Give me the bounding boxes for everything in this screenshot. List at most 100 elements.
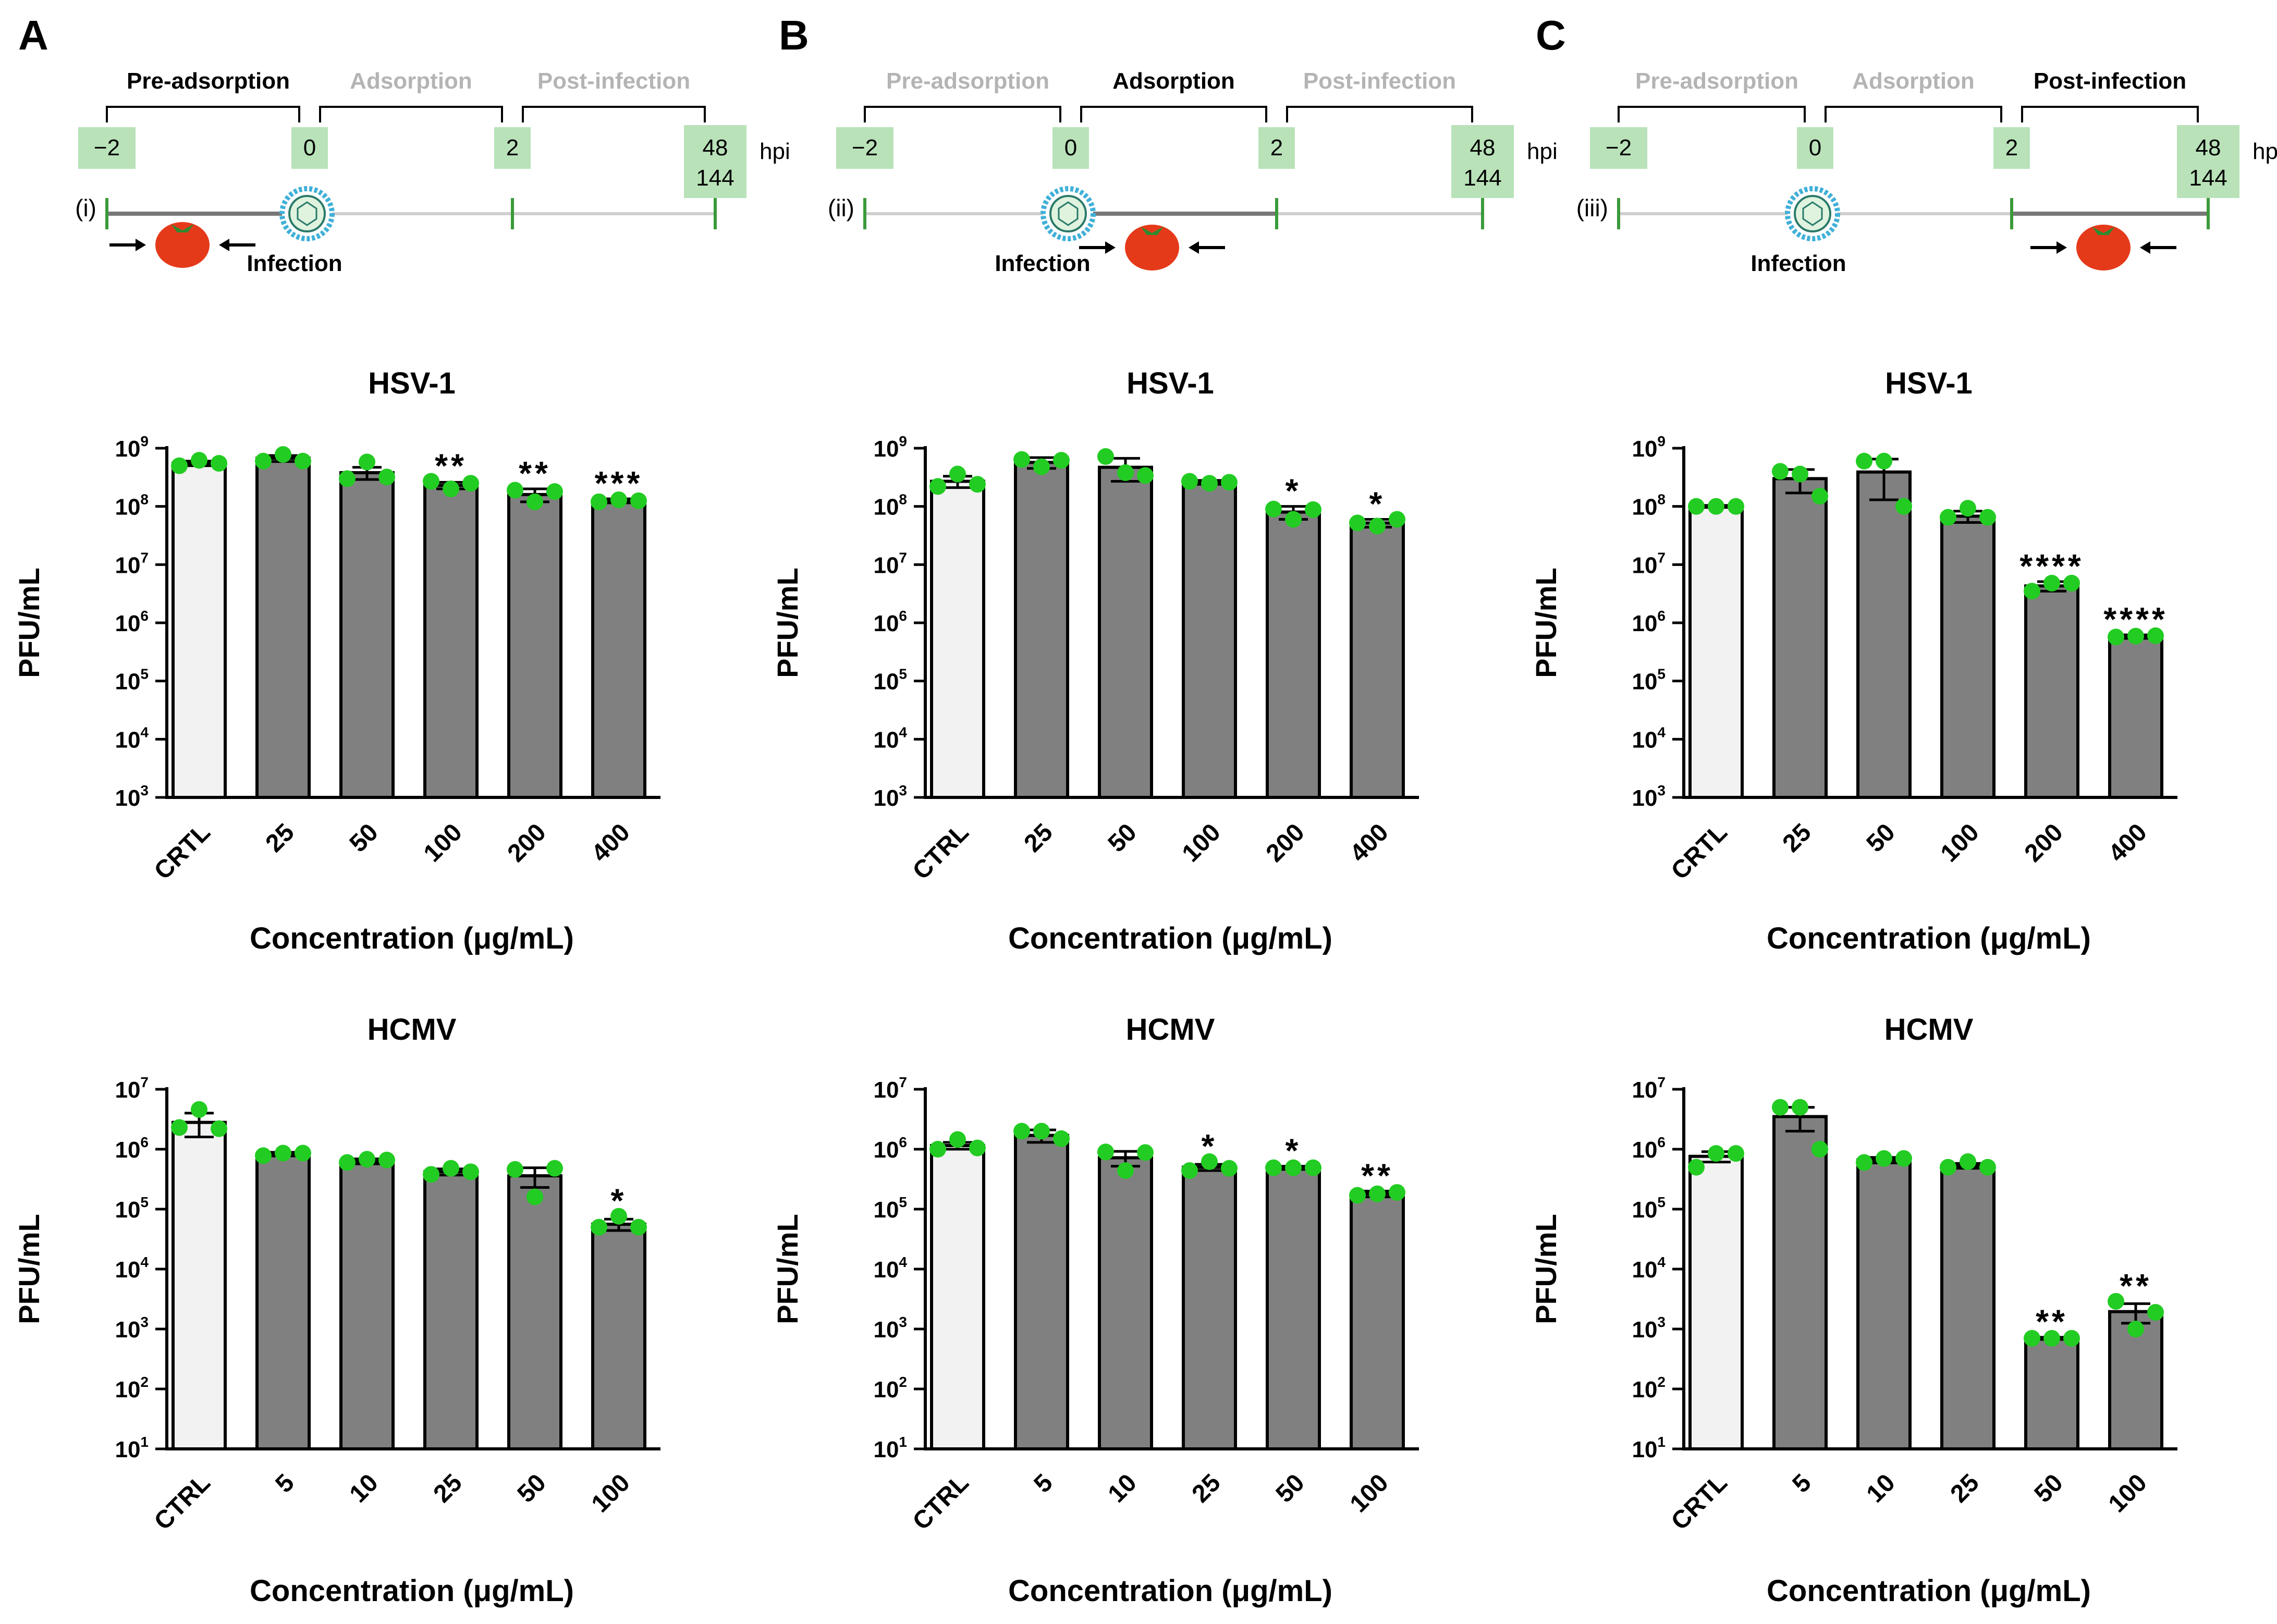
y-tick-label: 107 — [115, 549, 149, 578]
time-box-end — [2177, 125, 2239, 198]
y-tick-label: 106 — [873, 608, 907, 636]
y-tick-label: 105 — [1632, 666, 1666, 695]
data-point — [171, 1119, 188, 1136]
time-box — [494, 127, 531, 169]
data-point — [546, 483, 563, 500]
data-point — [1117, 464, 1134, 481]
data-point — [591, 1219, 607, 1236]
y-tick-exp: 3 — [140, 1314, 149, 1330]
y-tick-base: 10 — [873, 1317, 899, 1343]
data-point — [610, 491, 627, 508]
phase-bracket — [1286, 106, 1473, 122]
y-tick-label: 108 — [873, 491, 907, 520]
chart-title: HSV-1 — [368, 366, 456, 400]
phase-bracket — [1825, 106, 2002, 122]
y-tick-label: 105 — [115, 666, 149, 695]
data-point — [1772, 463, 1789, 480]
data-point — [1960, 500, 1976, 517]
bar-25 — [423, 1170, 479, 1451]
y-tick-base: 10 — [115, 1377, 140, 1402]
data-point — [1369, 518, 1386, 535]
data-point — [1876, 1150, 1892, 1167]
data-point — [2063, 1330, 2080, 1347]
y-tick-label: 102 — [873, 1374, 907, 1402]
data-point — [949, 1131, 966, 1148]
virion-core — [1058, 201, 1079, 226]
y-tick-base: 10 — [1632, 495, 1657, 520]
category-label: 400 — [586, 818, 635, 867]
y-tick-exp: 9 — [899, 433, 907, 449]
category-label: 50 — [512, 1469, 552, 1508]
y-tick-base: 10 — [873, 611, 899, 636]
data-point — [2043, 1330, 2060, 1347]
category-label: 5 — [1787, 1469, 1816, 1498]
time-label: 2 — [1270, 135, 1283, 161]
phase-bracket — [1080, 106, 1267, 122]
significance-label: * — [1202, 1127, 1218, 1165]
bar-100 — [1182, 481, 1237, 799]
chart-title: HSV-1 — [1885, 366, 1973, 400]
bar-10 — [1098, 1156, 1153, 1450]
data-point — [591, 493, 607, 510]
data-point — [2024, 583, 2040, 600]
data-point — [1688, 498, 1705, 515]
data-point — [969, 476, 986, 493]
y-tick-label: 107 — [873, 549, 907, 578]
phase-label-0: Pre-adsorption — [127, 68, 290, 94]
data-point — [1181, 473, 1198, 490]
data-point — [339, 1154, 356, 1171]
y-tick-exp: 3 — [899, 782, 907, 798]
data-point — [1221, 1160, 1238, 1177]
data-point — [969, 1139, 986, 1157]
scheme-label: (ii) — [828, 194, 854, 222]
bar-50 — [1856, 470, 1912, 799]
data-point — [1369, 1185, 1386, 1202]
y-tick-label: 102 — [1632, 1374, 1666, 1402]
y-tick-label: 106 — [1632, 1134, 1666, 1163]
category-label: 50 — [2029, 1469, 2068, 1508]
bar-400 — [1350, 521, 1405, 799]
y-tick-exp: 1 — [140, 1434, 149, 1450]
data-point — [275, 446, 291, 463]
category-label: 5 — [1029, 1469, 1058, 1498]
y-tick-exp: 4 — [1657, 1254, 1666, 1270]
y-tick-base: 10 — [1632, 1257, 1657, 1283]
category-label: 100 — [1177, 818, 1226, 867]
data-point — [1053, 1130, 1070, 1147]
tomato-body — [155, 222, 210, 268]
y-tick-label: 106 — [115, 1134, 149, 1163]
y-tick-base: 10 — [115, 1257, 140, 1283]
significance-label: * — [611, 1182, 627, 1220]
tomato-leaves — [2092, 227, 2115, 235]
data-point — [1940, 509, 1956, 526]
tomato-leaves — [171, 224, 194, 232]
data-point — [1097, 1143, 1114, 1161]
time-label: −2 — [94, 135, 120, 161]
data-point — [1137, 1144, 1154, 1161]
data-point — [1960, 1153, 1976, 1170]
timeline-C: C Pre-adsorption Adsorption Post-infection −… — [1536, 12, 2277, 276]
arrow-left-head — [219, 239, 229, 251]
y-tick-label: 106 — [1632, 608, 1666, 636]
data-point — [1285, 1159, 1302, 1176]
data-point — [1221, 474, 1238, 491]
data-point — [1792, 1099, 1808, 1116]
y-tick-base: 10 — [873, 1077, 899, 1103]
y-tick-exp: 8 — [899, 491, 907, 508]
category-label: 10 — [1103, 1469, 1142, 1508]
y-tick-label: 108 — [1632, 491, 1666, 520]
data-point — [1688, 1159, 1705, 1176]
bar-CRTL — [1688, 1154, 1744, 1451]
y-tick-exp: 3 — [140, 782, 149, 798]
data-point — [1033, 458, 1050, 475]
y-tick-label: 108 — [115, 491, 149, 520]
time-box-end — [1451, 125, 1514, 198]
data-point — [211, 454, 227, 472]
data-point — [507, 1161, 523, 1178]
virion-core — [297, 201, 317, 226]
time-label: −2 — [1606, 135, 1632, 161]
bar-CTRL — [172, 1121, 227, 1451]
y-tick-label: 104 — [1632, 1254, 1666, 1283]
y-tick-exp: 7 — [1657, 1074, 1666, 1090]
data-point — [359, 453, 375, 471]
